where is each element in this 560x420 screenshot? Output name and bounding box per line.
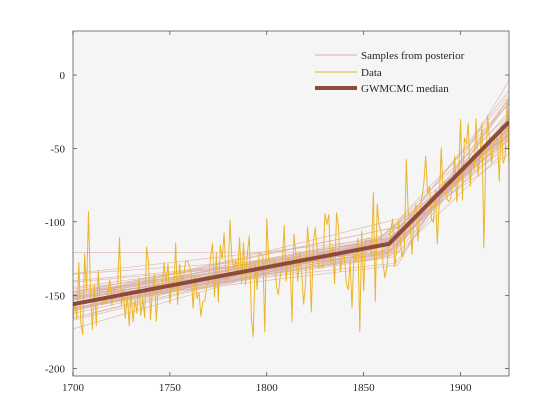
data-series-line: [73, 99, 509, 337]
legend: Samples from posterior Data GWMCMC media…: [315, 50, 465, 95]
y-tick-label: -150: [45, 290, 66, 302]
y-tick-label: -200: [45, 364, 66, 376]
posterior-sample-line: [73, 102, 509, 296]
posterior-sample-line: [73, 103, 509, 300]
x-tick-label: 1800: [256, 382, 279, 394]
legend-label-samples: Samples from posterior: [361, 50, 465, 62]
data-layer: [73, 99, 509, 337]
axis-ticks: 1700 1750 1800 1850 1900 0 -50 -100 -150 -200: [45, 31, 509, 394]
legend-label-median: GWMCMC median: [361, 83, 449, 95]
legend-label-data: Data: [361, 67, 382, 79]
y-tick-label: -50: [50, 143, 65, 155]
y-tick-label: 0: [60, 70, 66, 82]
x-tick-label: 1700: [62, 382, 85, 394]
x-tick-label: 1850: [353, 382, 376, 394]
posterior-sample-line: [73, 134, 509, 274]
x-tick-label: 1900: [450, 382, 473, 394]
median-layer: [73, 120, 509, 307]
median-line: [73, 120, 509, 307]
y-tick-label: -100: [45, 217, 66, 229]
x-tick-label: 1750: [159, 382, 182, 394]
plot-frame: [72, 30, 510, 377]
